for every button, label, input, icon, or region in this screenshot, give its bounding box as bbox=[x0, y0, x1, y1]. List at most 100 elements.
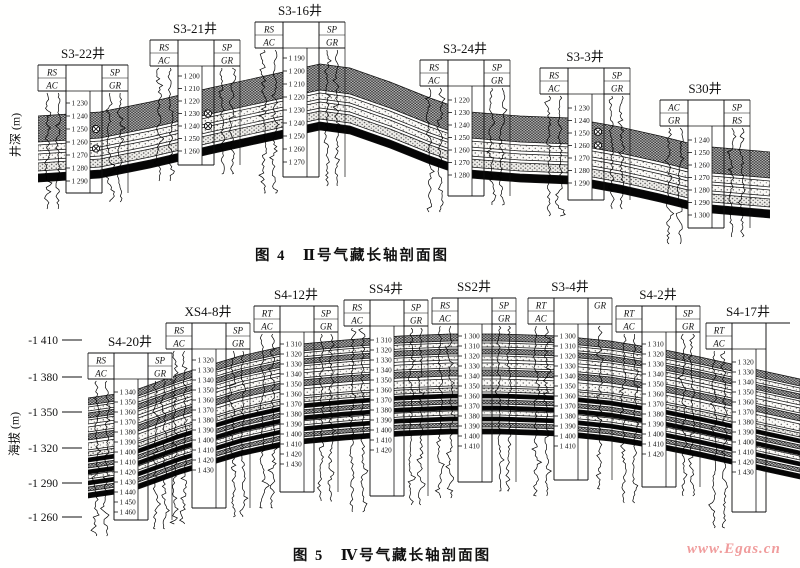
depth-tick-label: 1 320 bbox=[738, 359, 755, 367]
depth-tick-label: 1 280 bbox=[72, 165, 89, 173]
right-curve-label: GR bbox=[232, 339, 244, 349]
log-curve-right bbox=[323, 49, 332, 187]
depth-column-bg bbox=[568, 94, 592, 200]
depth-tick-label: 1 400 bbox=[648, 431, 665, 439]
depth-tick-label: 1 380 bbox=[198, 417, 215, 425]
perforation-symbol bbox=[593, 141, 603, 150]
left-curve-label: RS bbox=[46, 68, 57, 78]
well-header-bg bbox=[419, 44, 511, 86]
well-name-label: SS4井 bbox=[369, 281, 403, 296]
right-curve-label: GR bbox=[320, 322, 332, 332]
depth-tick-label: 1 330 bbox=[286, 361, 303, 369]
log-curve-right bbox=[227, 350, 237, 518]
log-curve-right bbox=[317, 333, 327, 502]
well-name-label: SS2井 bbox=[457, 279, 491, 294]
depth-tick-label: 1 240 bbox=[289, 120, 306, 128]
depth-tick-label: 1 210 bbox=[289, 81, 306, 89]
depth-tick-label: 1 240 bbox=[694, 137, 711, 145]
depth-tick-label: 1 300 bbox=[560, 333, 577, 341]
depth-tick-label: 1 260 bbox=[184, 148, 201, 156]
perforation-symbol bbox=[203, 109, 213, 118]
right-curve-label: SP bbox=[321, 309, 332, 319]
log-curve-right bbox=[416, 327, 426, 506]
depth-tick-label: 1 370 bbox=[286, 401, 303, 409]
depth-tick-label: 1 400 bbox=[120, 449, 137, 457]
depth-tick-label: 1 270 bbox=[694, 174, 711, 182]
log-curve-right bbox=[116, 92, 127, 203]
depth-tick-label: 1 380 bbox=[464, 413, 481, 421]
depth-tick-label: 1 410 bbox=[464, 443, 481, 451]
well-s3-24: S3-24井 RS AC SP GR 1 220 1 230 1 240 1 250 1 260 1… bbox=[419, 41, 511, 213]
right-curve-label: SP bbox=[732, 103, 743, 113]
right-curve-label: GR bbox=[594, 301, 606, 311]
depth-tick-label: 1 220 bbox=[289, 94, 306, 102]
right-curve-label: SP bbox=[327, 25, 338, 35]
log-curve-right bbox=[104, 92, 117, 203]
depth-tick-label: 1 350 bbox=[560, 383, 577, 391]
right-curve-label: SP bbox=[155, 356, 166, 366]
depth-tick-label: 1 320 bbox=[648, 351, 665, 359]
log-curve-left bbox=[531, 325, 543, 497]
depth-tick-label: 1 390 bbox=[464, 423, 481, 431]
right-curve-label: SP bbox=[499, 301, 510, 311]
axis-tick-label: -1 380 bbox=[28, 372, 58, 384]
depth-column-bg bbox=[642, 332, 666, 487]
left-curve-label: AC bbox=[667, 103, 680, 113]
well-name-label: XS4-8井 bbox=[185, 304, 232, 319]
well-name-label: S3-4井 bbox=[551, 279, 589, 294]
depth-tick-label: 1 330 bbox=[648, 361, 665, 369]
log-curve-right bbox=[486, 87, 497, 206]
depth-tick-label: 1 300 bbox=[464, 333, 481, 341]
log-curve-right bbox=[726, 127, 737, 238]
depth-tick-label: 1 390 bbox=[560, 423, 577, 431]
depth-tick-label: 1 260 bbox=[72, 139, 89, 147]
well-name-label: S4-20井 bbox=[108, 334, 152, 349]
depth-tick-label: 1 440 bbox=[120, 489, 137, 497]
well-s3-21: S3-21井 RS AC SP GR 1 200 1 210 1 220 1 230 1 240 1… bbox=[149, 21, 241, 182]
log-curve-right bbox=[159, 380, 170, 530]
left-curve-label: RS bbox=[173, 326, 184, 336]
depth-tick-label: 1 350 bbox=[648, 381, 665, 389]
depth-tick-label: 1 330 bbox=[198, 367, 215, 375]
axis-tick-label: -1 410 bbox=[28, 335, 58, 347]
depth-tick-label: 1 320 bbox=[286, 351, 303, 359]
depth-tick-label: 1 430 bbox=[738, 469, 755, 477]
well-header-bg bbox=[539, 52, 631, 94]
depth-tick-label: 1 240 bbox=[574, 117, 591, 125]
well-header-bg bbox=[343, 284, 429, 326]
depth-tick-label: 1 340 bbox=[120, 389, 137, 397]
depth-tick-label: 1 390 bbox=[648, 421, 665, 429]
depth-tick-label: 1 350 bbox=[198, 387, 215, 395]
perforation-symbol bbox=[91, 124, 101, 134]
log-curve-left bbox=[347, 327, 357, 513]
depth-tick-label: 1 430 bbox=[120, 479, 137, 487]
log-curve-left bbox=[720, 350, 728, 529]
depth-tick-label: 1 250 bbox=[72, 126, 89, 134]
right-curve-label: GR bbox=[221, 56, 233, 66]
well-header-bg bbox=[37, 49, 129, 91]
log-curve-left bbox=[100, 380, 111, 537]
depth-tick-label: 1 430 bbox=[198, 467, 215, 475]
depth-tick-label: 1 310 bbox=[376, 337, 393, 345]
rule-line bbox=[595, 142, 601, 149]
depth-tick-label: 1 380 bbox=[376, 407, 393, 415]
depth-tick-label: 1 320 bbox=[198, 357, 215, 365]
log-curve-left bbox=[434, 325, 445, 499]
well-name-label: S3-3井 bbox=[566, 49, 604, 64]
depth-tick-label: 1 340 bbox=[648, 371, 665, 379]
right-curve-label: SP bbox=[222, 43, 233, 53]
depth-tick-label: 1 370 bbox=[120, 419, 137, 427]
depth-tick-label: 1 230 bbox=[184, 110, 201, 118]
well-header-bg bbox=[87, 337, 173, 379]
depth-tick-label: 1 380 bbox=[648, 411, 665, 419]
log-curve-right bbox=[239, 350, 249, 517]
depth-tick-label: 1 420 bbox=[120, 469, 137, 477]
left-curve-label: AC bbox=[622, 322, 635, 332]
left-curve-label: GR bbox=[668, 116, 680, 126]
left-curve-label: RS bbox=[428, 63, 439, 73]
depth-tick-label: 1 360 bbox=[738, 399, 755, 407]
depth-tick-label: 1 310 bbox=[648, 341, 665, 349]
depth-tick-label: 1 300 bbox=[694, 212, 711, 220]
depth-tick-label: 1 390 bbox=[286, 421, 303, 429]
